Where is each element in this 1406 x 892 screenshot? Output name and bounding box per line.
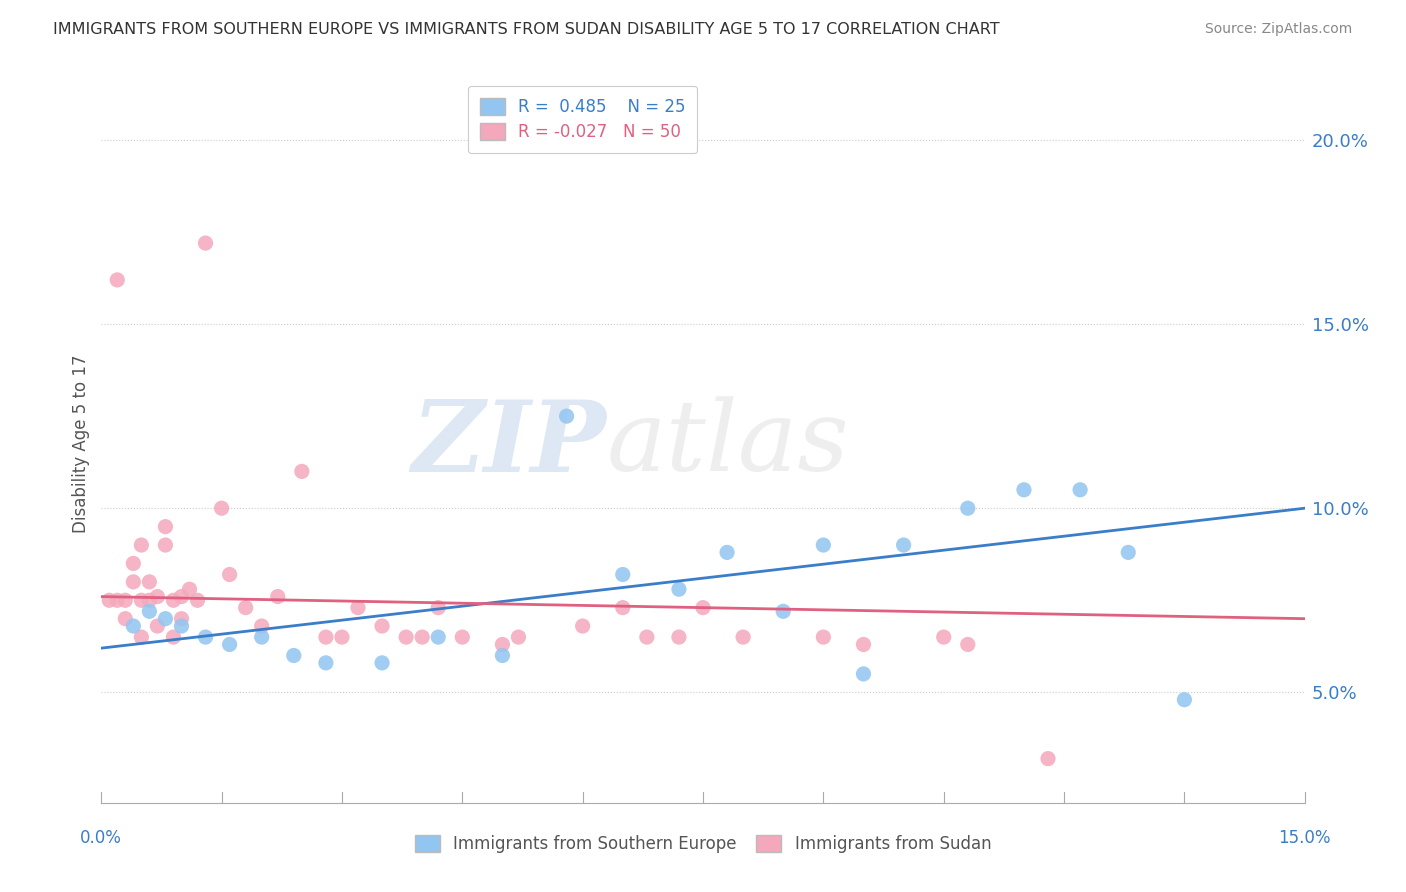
Point: [451, 630, 474, 644]
Point: [371, 619, 394, 633]
Point: [218, 637, 240, 651]
Point: [250, 630, 273, 644]
Point: [162, 630, 184, 644]
Y-axis label: Disability Age 5 to 17: Disability Age 5 to 17: [72, 354, 90, 533]
Point: [114, 612, 136, 626]
Point: [186, 593, 208, 607]
Point: [571, 619, 593, 633]
Point: [852, 637, 875, 651]
Point: [692, 600, 714, 615]
Point: [893, 538, 915, 552]
Point: [179, 582, 201, 597]
Point: [772, 604, 794, 618]
Text: IMMIGRANTS FROM SOUTHERN EUROPE VS IMMIGRANTS FROM SUDAN DISABILITY AGE 5 TO 17 : IMMIGRANTS FROM SOUTHERN EUROPE VS IMMIG…: [53, 22, 1000, 37]
Point: [146, 590, 169, 604]
Point: [733, 630, 755, 644]
Point: [122, 574, 145, 589]
Point: [1069, 483, 1091, 497]
Point: [1036, 751, 1059, 765]
Point: [427, 600, 450, 615]
Point: [315, 630, 337, 644]
Point: [813, 538, 835, 552]
Point: [555, 409, 578, 424]
Point: [956, 501, 979, 516]
Point: [330, 630, 353, 644]
Point: [155, 612, 177, 626]
Point: [371, 656, 394, 670]
Point: [122, 557, 145, 571]
Point: [956, 637, 979, 651]
Point: [395, 630, 418, 644]
Point: [668, 582, 690, 597]
Point: [668, 630, 690, 644]
Point: [427, 630, 450, 644]
Point: [932, 630, 955, 644]
Point: [813, 630, 835, 644]
Point: [114, 593, 136, 607]
Point: [852, 667, 875, 681]
Point: [105, 593, 128, 607]
Point: [716, 545, 738, 559]
Point: [1173, 692, 1195, 706]
Point: [131, 630, 153, 644]
Point: [194, 236, 217, 251]
Point: [411, 630, 433, 644]
Point: [146, 619, 169, 633]
Point: [155, 538, 177, 552]
Point: [211, 501, 233, 516]
Point: [194, 630, 217, 644]
Point: [98, 593, 121, 607]
Text: 0.0%: 0.0%: [80, 829, 122, 847]
Point: [315, 656, 337, 670]
Point: [155, 519, 177, 533]
Point: [170, 619, 193, 633]
Point: [491, 637, 513, 651]
Text: 15.0%: 15.0%: [1278, 829, 1331, 847]
Point: [283, 648, 305, 663]
Point: [508, 630, 530, 644]
Point: [491, 648, 513, 663]
Text: atlas: atlas: [607, 396, 849, 491]
Point: [291, 464, 314, 478]
Point: [138, 604, 160, 618]
Point: [1012, 483, 1035, 497]
Point: [122, 619, 145, 633]
Point: [138, 574, 160, 589]
Point: [131, 593, 153, 607]
Point: [612, 600, 634, 615]
Point: [105, 273, 128, 287]
Point: [612, 567, 634, 582]
Point: [162, 593, 184, 607]
Point: [218, 567, 240, 582]
Point: [250, 619, 273, 633]
Point: [170, 612, 193, 626]
Point: [1116, 545, 1139, 559]
Text: ZIP: ZIP: [412, 395, 607, 492]
Point: [636, 630, 658, 644]
Point: [138, 593, 160, 607]
Legend: Immigrants from Southern Europe, Immigrants from Sudan: Immigrants from Southern Europe, Immigra…: [405, 824, 1001, 863]
Point: [235, 600, 257, 615]
Point: [131, 538, 153, 552]
Point: [170, 590, 193, 604]
Point: [347, 600, 370, 615]
Text: Source: ZipAtlas.com: Source: ZipAtlas.com: [1205, 22, 1353, 37]
Point: [267, 590, 290, 604]
